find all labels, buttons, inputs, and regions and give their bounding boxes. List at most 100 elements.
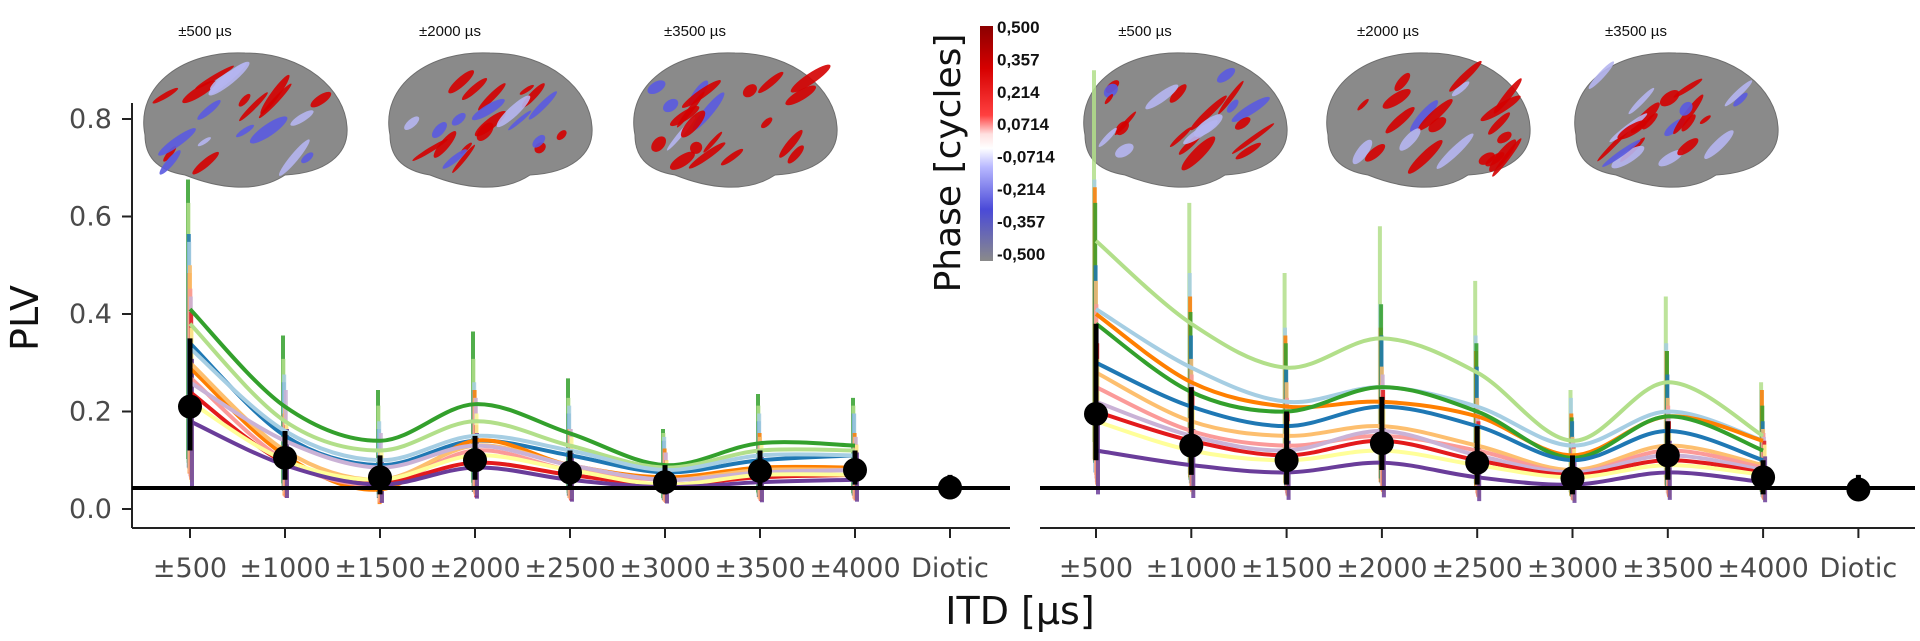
- brain-activation-patch: [1418, 99, 1453, 131]
- mean-point: [1751, 465, 1776, 490]
- x-tick-label: ±2500: [524, 553, 615, 584]
- brain-activation-patch: [1193, 114, 1223, 137]
- brain-activation-patch: [1169, 84, 1187, 103]
- brain-activation-patch: [1115, 143, 1134, 158]
- series-line: [1095, 370, 1764, 473]
- brain-activation-patch: [651, 136, 667, 152]
- brain-maps-left: ±500 µs ±2000 µs ±3500 µs: [143, 23, 838, 188]
- mean-point: [1560, 466, 1585, 491]
- brain-activation-patch: [1588, 61, 1615, 89]
- colorbar-tick-label: -0,500: [997, 245, 1045, 264]
- brain-activation-patch: [532, 134, 546, 148]
- mean-point: [843, 458, 867, 482]
- brain-activation-patch: [195, 65, 234, 90]
- brain-map: ±3500 µs: [633, 23, 838, 188]
- brain-surface: [633, 52, 838, 188]
- brain-activation-patch: [1103, 83, 1118, 98]
- colorbar-tick-label: 0,500: [997, 18, 1040, 37]
- colorbar: Phase [cycles] 0,500 0,357 0,214 0,0714 -0,0…: [928, 18, 1055, 292]
- colorbar-tick-label: 0,214: [997, 83, 1040, 102]
- mean-point: [748, 458, 772, 483]
- mean-point: [1369, 431, 1394, 456]
- brain-activation-patch: [519, 84, 534, 95]
- x-tick-label: ±1500: [1241, 553, 1332, 584]
- brain-map: ±500 µs: [143, 23, 348, 188]
- mean-point: [1274, 448, 1299, 473]
- brain-activation-patch: [1497, 131, 1512, 144]
- brain-activation-patch: [1658, 149, 1683, 167]
- brain-activation-patch: [1628, 87, 1655, 115]
- brain-activation-patch: [433, 131, 457, 158]
- brain-activation-patch: [236, 124, 255, 138]
- x-tick-label: Diotic: [911, 553, 989, 584]
- brain-activation-patch: [1226, 99, 1239, 113]
- right-panel: ±500 µs ±2000 µs ±3500 µs ±500 ±1000 ±1500 ±2…: [1040, 23, 1915, 584]
- brain-activation-patch: [1485, 152, 1505, 167]
- brain-activation-patch: [1611, 145, 1645, 169]
- mean-point: [368, 465, 392, 490]
- brain-activation-patch: [556, 130, 567, 141]
- brain-condition-label: ±3500 µs: [664, 23, 726, 40]
- brain-activation-patch: [310, 91, 332, 108]
- x-tick-label: ±3500: [1622, 553, 1713, 584]
- brain-activation-patch: [1602, 139, 1641, 167]
- brain-activation-patch: [1145, 84, 1179, 110]
- colorbar-tick-label: 0,0714: [997, 115, 1050, 134]
- colorbar-ticks: 0,500 0,357 0,214 0,0714 -0,0714 -0,214 -0,357…: [997, 18, 1055, 264]
- series-line: [188, 322, 856, 470]
- brain-activation-patch: [1098, 127, 1117, 148]
- brain-activation-patch: [1352, 139, 1373, 165]
- mean-points-left: [178, 338, 962, 500]
- brain-map: ±2000 µs: [1326, 23, 1531, 188]
- colorbar-gradient: [980, 26, 993, 261]
- brain-activation-patch: [290, 110, 314, 126]
- x-tick-label: ±1500: [334, 553, 425, 584]
- brain-map: ±3500 µs: [1574, 23, 1779, 188]
- brain-activation-patch: [779, 129, 803, 158]
- brain-maps-right: ±500 µs ±2000 µs ±3500 µs: [1083, 23, 1779, 188]
- series-line: [1094, 307, 1764, 448]
- brain-activation-patch: [1364, 144, 1386, 162]
- x-tick-label: ±2000: [1336, 553, 1427, 584]
- x-tick-label: ±3000: [619, 553, 710, 584]
- brain-activation-patch: [1617, 120, 1648, 140]
- brain-activation-patch: [1677, 138, 1699, 156]
- mean-point: [178, 394, 202, 419]
- brain-activation-patch: [1480, 95, 1521, 122]
- brain-activation-patch: [1216, 67, 1236, 83]
- brain-activation-patch: [742, 84, 757, 98]
- mean-point: [1655, 443, 1680, 468]
- series-line: [1094, 322, 1764, 460]
- brain-activation-patch: [152, 87, 179, 104]
- brain-activation-patch: [1169, 127, 1192, 148]
- mean-point: [1465, 450, 1490, 475]
- brain-activation-patch: [1699, 115, 1711, 124]
- series-line: [188, 307, 856, 468]
- brain-activation-patch: [720, 148, 744, 166]
- y-tick-label: 0.8: [69, 104, 112, 135]
- x-tick-label: ±500: [153, 553, 227, 584]
- colorbar-tick-label: -0,0714: [997, 148, 1055, 167]
- brain-activation-patch: [1115, 121, 1129, 136]
- brain-condition-label: ±500 µs: [1118, 23, 1172, 40]
- left-panel: ±500 µs ±2000 µs ±3500 µs 0.00.20.40.60.8 …: [69, 23, 1010, 584]
- brain-activation-patch: [431, 122, 447, 139]
- y-axis-label: PLV: [3, 285, 47, 351]
- brain-activation-patch: [669, 151, 695, 170]
- colorbar-title: Phase [cycles]: [928, 34, 969, 293]
- brain-activation-patch: [1231, 96, 1270, 123]
- brain-activation-patch: [478, 83, 506, 111]
- mean-point: [653, 470, 677, 495]
- brain-condition-label: ±500 µs: [178, 23, 232, 40]
- brain-activation-patch: [474, 110, 507, 137]
- brain-activation-patch: [1449, 60, 1482, 92]
- brain-activation-patch: [258, 83, 292, 119]
- mean-point: [938, 475, 962, 500]
- brain-activation-patch: [1428, 117, 1447, 133]
- brain-activation-patch: [182, 80, 217, 104]
- colorbar-tick-label: -0,214: [997, 180, 1046, 199]
- brain-map: ±500 µs: [1083, 23, 1288, 188]
- x-tick-label: ±500: [1059, 553, 1133, 584]
- brain-activation-patch: [785, 85, 817, 106]
- brain-activation-patch: [1235, 142, 1262, 160]
